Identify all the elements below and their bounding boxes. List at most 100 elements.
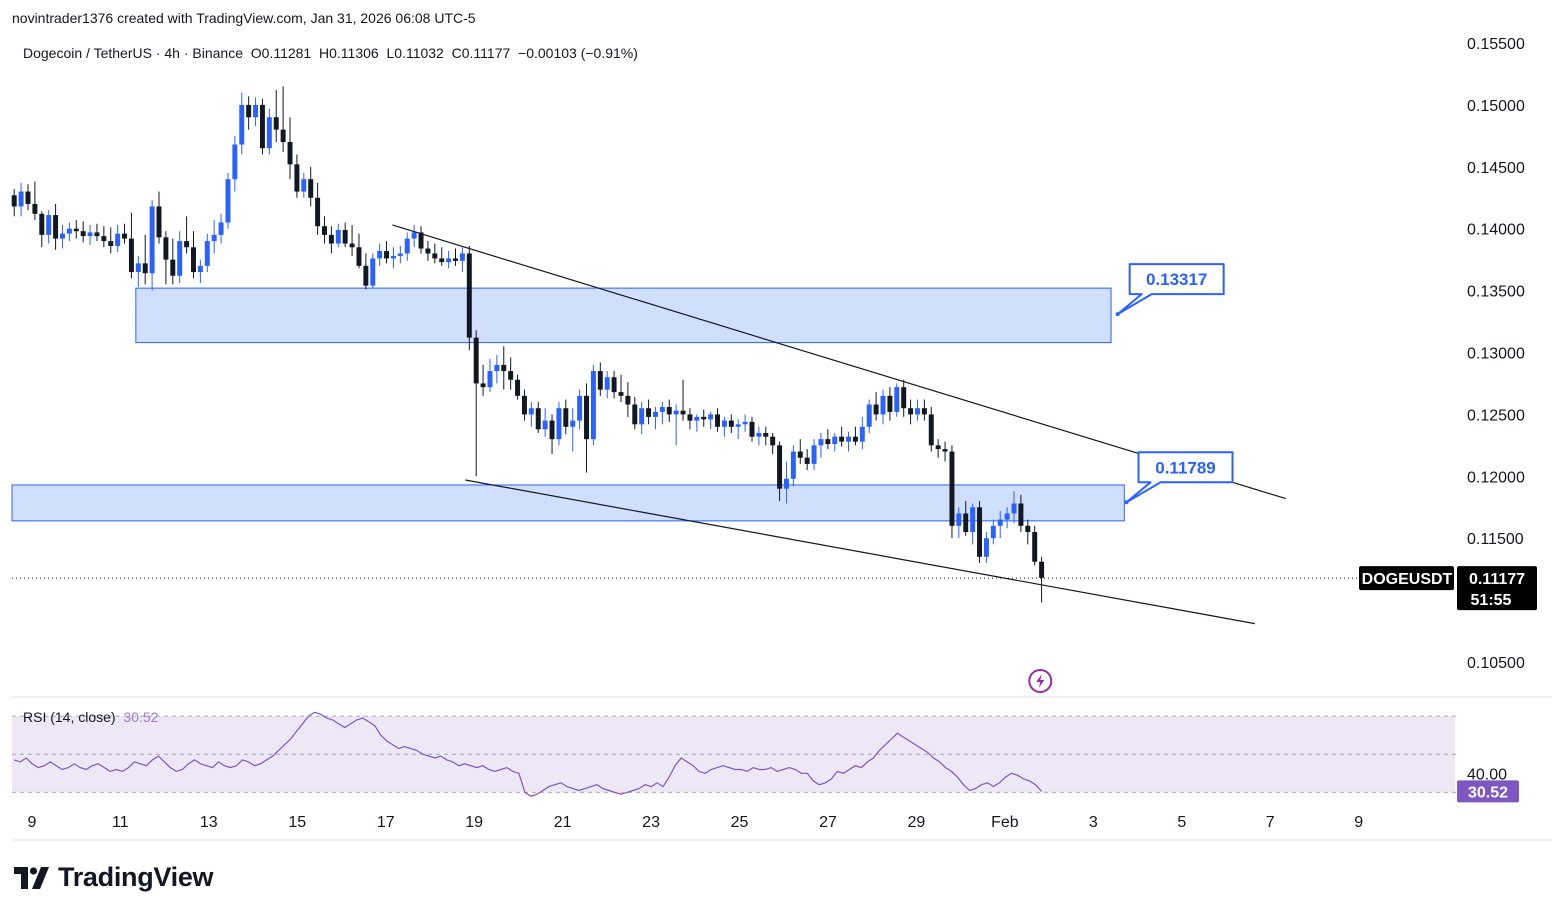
price-callout[interactable]: 0.11789 [1124, 451, 1234, 505]
candle-body [142, 263, 148, 274]
candles-layer [11, 86, 1045, 603]
candle-body [101, 236, 107, 242]
candle [901, 379, 907, 417]
candle-body [473, 337, 479, 384]
candle-body [942, 449, 948, 452]
candle-body [1032, 532, 1038, 562]
lower-trendline[interactable] [465, 479, 1255, 625]
price-callout[interactable]: 0.13317 [1115, 263, 1225, 317]
price-tick-label: 0.12500 [1467, 407, 1525, 424]
candle-body [494, 364, 500, 372]
candle-body [315, 197, 321, 227]
date-tick-label: 11 [112, 814, 129, 831]
candle [997, 510, 1003, 539]
candle-body [246, 104, 252, 118]
candle-body [894, 387, 900, 412]
candle [735, 419, 741, 440]
candle-body [446, 258, 452, 263]
candle [1018, 494, 1024, 533]
candle-body [80, 231, 86, 237]
candle [852, 426, 858, 446]
candle-body [439, 258, 445, 263]
candle [577, 389, 583, 430]
resistance-zone[interactable] [135, 287, 1112, 344]
date-tick-label: 29 [908, 814, 926, 831]
candle [625, 382, 631, 417]
candle [846, 431, 852, 452]
tradingview-logo-icon [14, 866, 49, 889]
candle [646, 399, 652, 425]
candle-body [873, 404, 879, 415]
price-axis[interactable]: 0.15500 0.15000 0.14500 0.14000 0.13500 0.130… [1467, 36, 1525, 672]
callout-label: 0.13317 [1146, 270, 1207, 289]
candle-body [177, 241, 183, 276]
candle [197, 259, 203, 284]
candle-body [839, 436, 845, 442]
candle [204, 233, 210, 273]
symbol-legend: Dogecoin / TetherUS · 4h · Binance O0.11… [23, 45, 638, 61]
tradingview-logo[interactable]: TradingView [14, 862, 214, 893]
candle-body [390, 255, 396, 259]
candle-body [370, 258, 376, 286]
candle [163, 231, 169, 285]
candle [611, 371, 617, 399]
candle [921, 399, 927, 421]
candle-body [204, 241, 210, 266]
callout-label: 0.11789 [1155, 458, 1216, 477]
candle [521, 389, 527, 421]
time-axis[interactable]: 9 11 13 15 17 19 21 23 25 27 29 Feb 3 5 7 9 [27, 814, 1363, 831]
candle [246, 96, 252, 130]
date-tick-label: 27 [819, 814, 837, 831]
candle [728, 414, 734, 433]
rsi-legend[interactable]: RSI (14, close) 30.52 [23, 709, 158, 725]
candle-body [584, 395, 589, 440]
candle-body [528, 408, 534, 415]
upper-trendline[interactable] [392, 224, 1286, 500]
candle [487, 358, 493, 393]
callouts-layer: 0.13317 0.11789 [1115, 263, 1234, 505]
candle-body [859, 426, 865, 442]
candle-body [363, 265, 369, 286]
candle-body [466, 253, 472, 338]
candle [508, 357, 514, 390]
candle-body [721, 420, 727, 427]
candle [225, 172, 231, 229]
candle [239, 92, 245, 155]
symbol-title[interactable]: Dogecoin / TetherUS · 4h · Binance [23, 45, 243, 61]
candle [308, 166, 314, 207]
candle [87, 224, 93, 245]
candle-body [825, 439, 831, 445]
candle [963, 501, 969, 536]
candle [556, 402, 562, 446]
candle [66, 222, 72, 242]
candle [459, 247, 465, 273]
candle [370, 253, 376, 289]
candle-body [356, 247, 362, 266]
candle-body [749, 421, 755, 437]
ticker-symbol-badge[interactable] [1359, 566, 1454, 591]
support-zone[interactable] [11, 484, 1125, 522]
candle-body [32, 203, 38, 214]
candle-body [259, 104, 265, 149]
candle [894, 383, 900, 417]
candle [25, 184, 31, 211]
candle [156, 191, 162, 244]
candle-body [908, 408, 914, 415]
candle [315, 182, 321, 235]
candle [770, 432, 776, 455]
candle-body [1018, 503, 1024, 526]
candle [956, 507, 962, 539]
candle-body [322, 226, 327, 235]
candle [584, 383, 589, 473]
candle [218, 213, 224, 244]
candle [363, 253, 369, 290]
event-marker[interactable] [1028, 669, 1053, 693]
candle-body [935, 445, 941, 450]
overlay-layer: DOGEUSDT 0.11177 51:55 [12, 566, 1552, 841]
price-tick-label: 0.12000 [1467, 469, 1525, 486]
candle [673, 404, 679, 446]
candle [142, 234, 148, 285]
candle [811, 439, 817, 471]
candle [184, 216, 190, 254]
